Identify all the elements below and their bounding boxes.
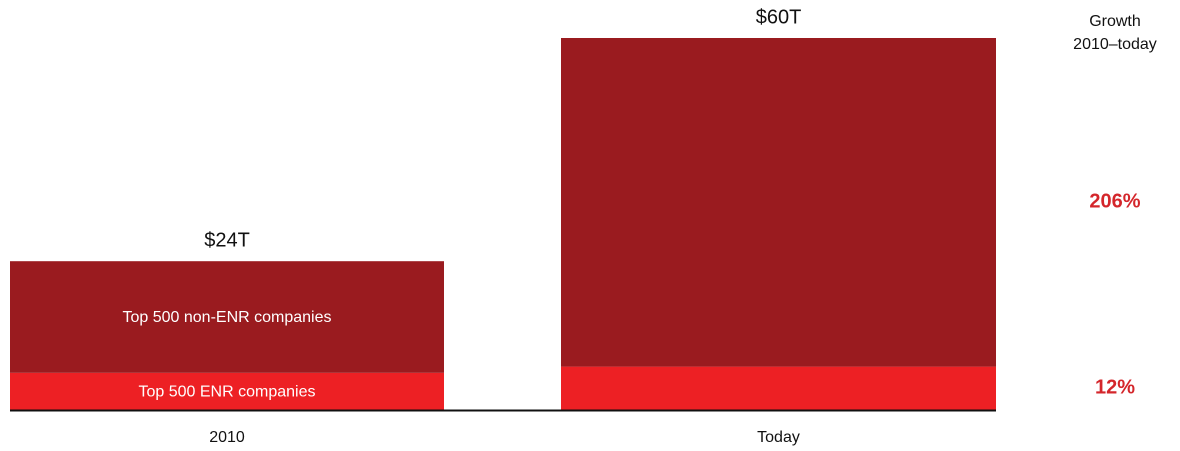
segment-label: Top 500 non-ENR companies <box>122 309 331 326</box>
bar-segment <box>10 261 444 373</box>
segment-label: Top 500 ENR companies <box>139 384 316 401</box>
growth-label: 12% <box>1095 377 1135 399</box>
growth-header: 2010–today <box>1073 36 1157 53</box>
x-tick-label: 2010 <box>209 429 245 446</box>
growth-header: Growth <box>1089 13 1141 30</box>
bar-segment <box>10 372 444 410</box>
bar-segment <box>561 38 996 367</box>
x-tick-label: Today <box>757 429 800 446</box>
bar-segment <box>561 366 996 410</box>
growth-label: 206% <box>1089 191 1140 213</box>
total-label: $24T <box>204 229 250 251</box>
total-label: $60T <box>756 6 802 28</box>
